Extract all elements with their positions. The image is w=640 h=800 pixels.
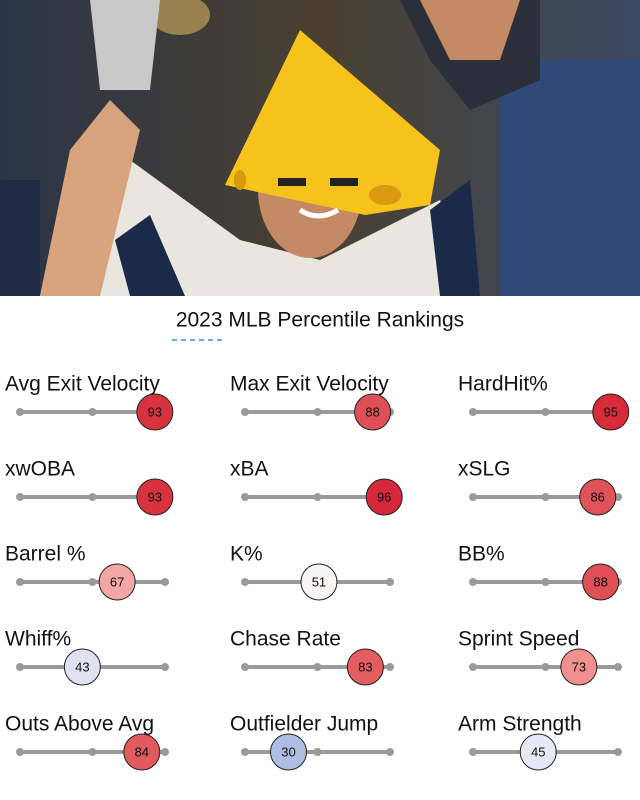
- percentile-dot: [98, 563, 136, 601]
- track-dot: [161, 663, 169, 671]
- percentile-dot: [300, 563, 338, 601]
- percentile-dot: [136, 478, 174, 516]
- percentile-value: 96: [377, 489, 391, 504]
- track-dot: [386, 663, 394, 671]
- percentile-value: 84: [135, 744, 149, 759]
- percentile-value: 43: [75, 659, 89, 674]
- track-dot: [386, 748, 394, 756]
- track-dot: [469, 663, 477, 671]
- metric-label: Sprint Speed: [458, 628, 579, 651]
- percentile-value: 88: [593, 574, 607, 589]
- track-dot: [469, 493, 477, 501]
- percentile-value: 95: [604, 404, 618, 419]
- percentile-value: 51: [312, 574, 326, 589]
- track-dot: [614, 663, 622, 671]
- track-dot: [241, 493, 249, 501]
- track-dot: [161, 578, 169, 586]
- track-dot: [16, 578, 24, 586]
- track-dot: [161, 748, 169, 756]
- track-dot: [16, 748, 24, 756]
- percentile-dot: [365, 478, 403, 516]
- metric-label: Outs Above Avg: [5, 713, 154, 736]
- percentile-dot: [519, 733, 557, 771]
- metric-label: Max Exit Velocity: [230, 373, 389, 396]
- track-dot: [241, 578, 249, 586]
- track-dot: [313, 408, 322, 416]
- track-dot: [313, 493, 322, 501]
- metric-label: HardHit%: [458, 373, 548, 396]
- percentile-dot: [346, 648, 384, 686]
- track-dot: [241, 748, 249, 756]
- percentile-value: 88: [365, 404, 379, 419]
- metric-label: Arm Strength: [458, 713, 582, 736]
- percentile-value: 83: [358, 659, 372, 674]
- percentile-value: 86: [590, 489, 604, 504]
- percentile-value: 73: [572, 659, 586, 674]
- metric-label: K%: [230, 543, 263, 566]
- track-dot: [16, 663, 24, 671]
- title: 2023 MLB Percentile Rankings: [176, 309, 464, 332]
- percentile-dot: [123, 733, 161, 771]
- percentile-dot: [579, 478, 617, 516]
- track-dot: [241, 663, 249, 671]
- metric-label: Outfielder Jump: [230, 713, 378, 736]
- percentile-dot: [592, 393, 630, 431]
- track-dot: [16, 493, 24, 501]
- metric-label: Barrel %: [5, 543, 86, 566]
- photo: [0, 0, 640, 296]
- track-dot: [541, 408, 550, 416]
- percentile-value: 67: [110, 574, 124, 589]
- track-dot: [386, 578, 394, 586]
- track-dot: [541, 493, 550, 501]
- metric-label: BB%: [458, 543, 505, 566]
- percentile-value: 45: [531, 744, 545, 759]
- rankings: Avg Exit Velocity 93 Max Exit Velocity 88 Ha…: [5, 373, 630, 771]
- percentile-dot: [63, 648, 101, 686]
- track-dot: [469, 748, 477, 756]
- track-dot: [88, 748, 97, 756]
- track-dot: [88, 493, 97, 501]
- metric-label: xwOBA: [5, 458, 75, 481]
- metric-label: xBA: [230, 458, 269, 481]
- track-dot: [614, 748, 622, 756]
- track-dot: [541, 578, 550, 586]
- percentile-dot: [354, 393, 392, 431]
- track-dot: [541, 663, 550, 671]
- track-dot: [88, 408, 97, 416]
- track-dot: [313, 663, 322, 671]
- track-dot: [469, 408, 477, 416]
- percentile-dot: [136, 393, 174, 431]
- metric-label: Chase Rate: [230, 628, 341, 651]
- metric-label: xSLG: [458, 458, 511, 481]
- track-dot: [88, 578, 97, 586]
- percentile-value: 30: [281, 744, 295, 759]
- metric-label: Whiff%: [5, 628, 71, 651]
- metric-label: Avg Exit Velocity: [5, 373, 160, 396]
- percentile-value: 93: [148, 489, 162, 504]
- track-dot: [16, 408, 24, 416]
- track-dot: [313, 748, 322, 756]
- percentile-dot: [582, 563, 620, 601]
- percentile-dot: [560, 648, 598, 686]
- track-dot: [241, 408, 249, 416]
- percentile-value: 93: [148, 404, 162, 419]
- percentile-dot: [270, 733, 307, 771]
- track-dot: [469, 578, 477, 586]
